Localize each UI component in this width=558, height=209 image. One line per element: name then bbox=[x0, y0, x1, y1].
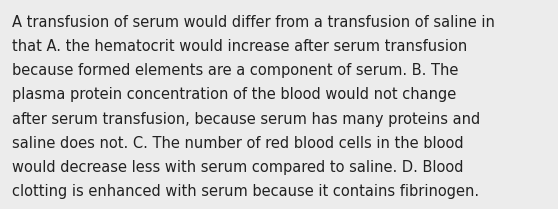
Text: that A. the hematocrit would increase after serum transfusion: that A. the hematocrit would increase af… bbox=[12, 39, 468, 54]
Text: A transfusion of serum would differ from a transfusion of saline in: A transfusion of serum would differ from… bbox=[12, 15, 495, 30]
Text: would decrease less with serum compared to saline. D. Blood: would decrease less with serum compared … bbox=[12, 160, 464, 175]
Text: clotting is enhanced with serum because it contains fibrinogen.: clotting is enhanced with serum because … bbox=[12, 184, 479, 199]
Text: because formed elements are a component of serum. B. The: because formed elements are a component … bbox=[12, 63, 459, 78]
Text: after serum transfusion, because serum has many proteins and: after serum transfusion, because serum h… bbox=[12, 112, 480, 127]
Text: saline does not. C. The number of red blood cells in the blood: saline does not. C. The number of red bl… bbox=[12, 136, 464, 151]
Text: plasma protein concentration of the blood would not change: plasma protein concentration of the bloo… bbox=[12, 87, 456, 102]
